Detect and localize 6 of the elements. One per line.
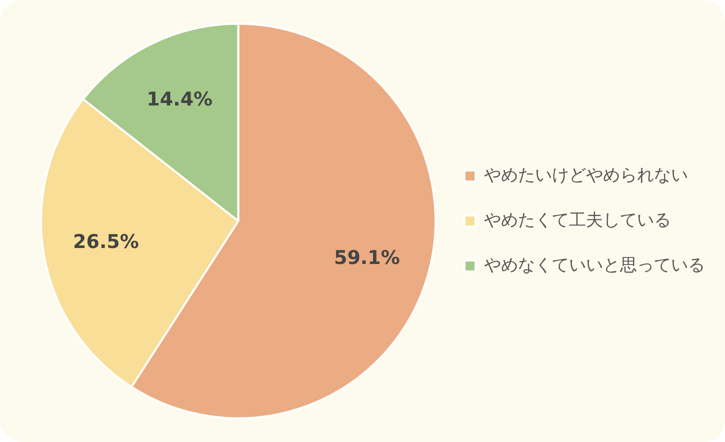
data-label: 59.1% — [334, 246, 400, 269]
legend-label: やめたくて工夫している — [484, 210, 671, 230]
data-label: 26.5% — [73, 231, 139, 254]
legend-label: やめたいけどやめられない — [484, 165, 688, 186]
legend-label: やめなくていいと思っている — [484, 255, 705, 276]
data-label: 14.4% — [146, 88, 213, 110]
